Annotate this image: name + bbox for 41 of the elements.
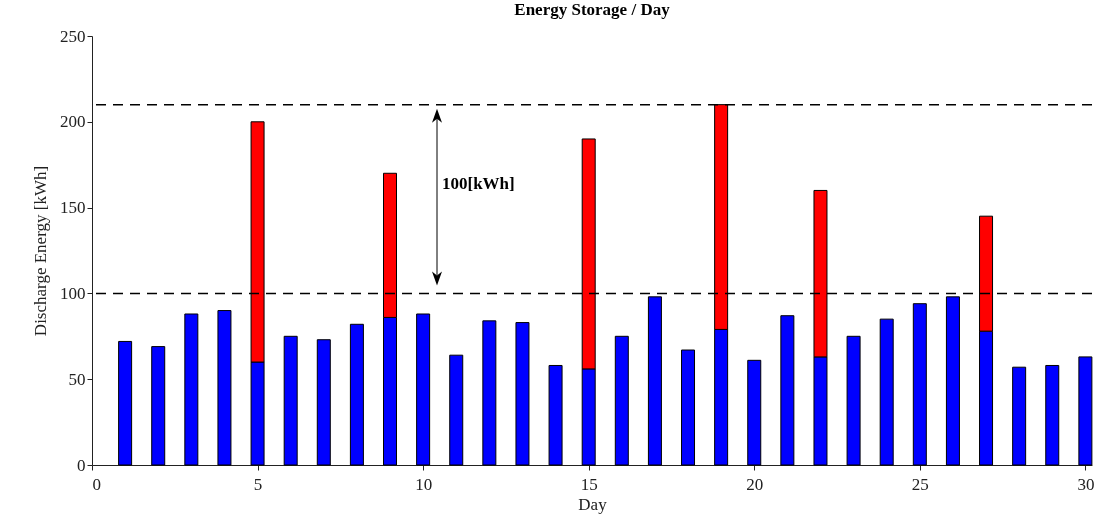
bar (283, 335, 298, 466)
bar (912, 303, 927, 466)
bar (1078, 356, 1093, 466)
y-tick-label: 200 (60, 112, 86, 132)
chart-title: Energy Storage / Day (514, 0, 671, 19)
bar (349, 323, 364, 466)
bar (681, 349, 696, 466)
x-tick-label: 15 (580, 474, 598, 494)
bar (548, 364, 563, 466)
bar (449, 354, 464, 466)
bar (614, 335, 629, 466)
bar (416, 313, 431, 466)
bar (1045, 364, 1060, 466)
y-axis-title: Discharge Energy [kWh] (31, 165, 50, 337)
y-tick-label: 150 (60, 198, 86, 218)
bar (482, 320, 497, 466)
x-tick-label: 25 (911, 474, 929, 494)
bar (1012, 366, 1027, 466)
bar (217, 310, 232, 466)
bar (118, 340, 133, 466)
bar (780, 315, 795, 466)
bar (184, 313, 199, 466)
y-tick-label: 250 (60, 26, 86, 46)
x-tick-label: 20 (746, 474, 764, 494)
x-tick-label: 10 (415, 474, 433, 494)
bar (515, 322, 530, 466)
bar (647, 296, 662, 466)
bar (945, 296, 960, 466)
x-tick-label: 0 (92, 474, 101, 494)
x-axis-title: Day (578, 494, 608, 514)
bar (846, 335, 861, 466)
bar (747, 359, 762, 466)
y-tick-label: 100 (60, 283, 86, 303)
bar (151, 346, 166, 466)
y-tick-label: 50 (68, 369, 86, 389)
x-tick-label: 5 (253, 474, 263, 494)
annotation: 100[kWh] (442, 173, 515, 193)
x-tick-label: 30 (1077, 474, 1095, 494)
bar (316, 339, 331, 466)
y-tick-label: 0 (77, 455, 86, 475)
bar (879, 318, 894, 466)
